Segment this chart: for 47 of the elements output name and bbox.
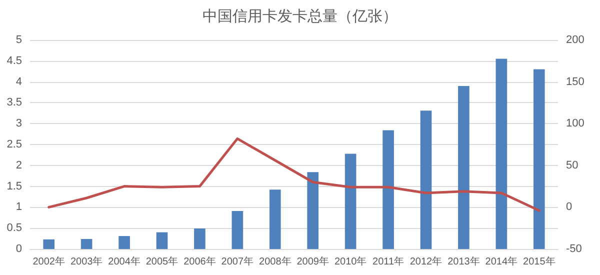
y-tick-label: 4.5 [6, 54, 22, 67]
y-tick-label: 0.5 [6, 222, 22, 234]
bar [420, 110, 432, 249]
x-tick-label: 2003年 [70, 256, 103, 268]
x-tick-label: 2005年 [146, 256, 178, 268]
y2-tick-label: 150 [566, 76, 584, 88]
bar [43, 239, 55, 249]
x-tick-label: 2004年 [108, 256, 140, 268]
y2-tick-label: 100 [566, 118, 584, 130]
x-tick-label: 2010年 [334, 256, 367, 268]
x-tick-label: 2008年 [259, 256, 292, 268]
bar [533, 69, 545, 249]
bar [118, 236, 130, 249]
line-series [48, 137, 540, 212]
y-tick-label: 3.5 [6, 96, 22, 109]
bar [80, 238, 92, 249]
bar [232, 210, 244, 249]
y-tick-label: 3 [16, 118, 22, 130]
x-tick-label: 2014年 [485, 256, 518, 268]
bar [307, 172, 319, 249]
chart-title: 中国信用卡发卡总量（亿张） [202, 8, 398, 25]
y-tick-label: 1.5 [6, 180, 22, 192]
y2-tick-label: 0 [566, 201, 572, 214]
x-tick-label: 2011年 [372, 256, 404, 268]
y-tick-label: 2 [16, 159, 22, 172]
y2-tick-label: 200 [566, 34, 584, 46]
bar [382, 130, 394, 249]
y-tick-label: 0 [16, 243, 22, 255]
x-tick-label: 2009年 [296, 256, 329, 268]
x-tick-label: 2015年 [523, 256, 556, 268]
y-tick-label: 2.5 [6, 138, 22, 150]
x-tick-label: 2013年 [448, 256, 480, 268]
bar [458, 86, 470, 249]
bar [344, 154, 356, 249]
y-tick-label: 4 [16, 76, 22, 88]
bar [269, 190, 281, 249]
y2-tick-label: -50 [566, 243, 582, 255]
bar [194, 228, 206, 249]
y2-tick-label: 50 [566, 159, 578, 172]
x-tick-label: 2006年 [184, 256, 216, 268]
bar [496, 58, 508, 249]
x-tick-label: 2007年 [221, 256, 254, 268]
bar [156, 232, 168, 249]
x-tick-label: 2012年 [410, 256, 442, 268]
x-tick-label: 2002年 [32, 256, 65, 268]
y-tick-label: 5 [16, 34, 22, 46]
y-tick-label: 1 [16, 201, 22, 214]
